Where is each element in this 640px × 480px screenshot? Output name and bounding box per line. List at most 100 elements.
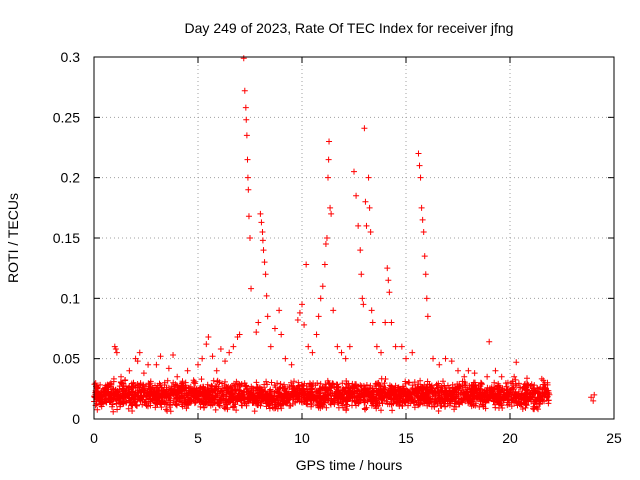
data-point <box>366 204 373 211</box>
chart-title: Day 249 of 2023, Rate Of TEC Index for r… <box>185 20 514 36</box>
data-point <box>590 397 597 404</box>
data-point <box>263 292 270 299</box>
data-point <box>134 358 141 365</box>
data-point <box>288 361 295 368</box>
y-axis-label: ROTI / TECUs <box>5 193 21 283</box>
data-point <box>242 104 249 111</box>
data-point <box>420 228 427 235</box>
data-point <box>498 373 505 380</box>
data-point <box>392 343 399 350</box>
data-point <box>264 313 271 320</box>
data-point <box>222 358 229 365</box>
grid-lines <box>94 57 614 419</box>
data-point <box>165 365 172 372</box>
data-point <box>325 174 331 181</box>
data-point <box>378 349 385 356</box>
data-point <box>525 382 532 389</box>
data-point <box>359 295 366 302</box>
data-point <box>113 349 120 356</box>
data-point <box>126 367 133 374</box>
baseline-noise-band <box>91 375 553 415</box>
data-point <box>97 389 104 396</box>
data-point <box>403 355 409 362</box>
baseline-points <box>91 375 553 415</box>
data-point <box>282 355 289 362</box>
x-axis-label: GPS time / hours <box>296 457 403 473</box>
data-point <box>385 277 392 284</box>
data-point <box>255 319 262 326</box>
data-point <box>373 343 380 350</box>
data-point <box>190 379 197 386</box>
data-point <box>174 373 181 380</box>
data-point <box>358 271 365 278</box>
data-point <box>213 367 220 374</box>
data-point <box>346 343 353 350</box>
data-point <box>423 295 430 302</box>
data-point <box>386 289 393 296</box>
data-point <box>259 228 266 235</box>
data-point <box>321 261 328 268</box>
y-tick-label: 0.3 <box>61 49 81 65</box>
data-point <box>424 313 431 320</box>
data-point <box>455 367 461 374</box>
data-point <box>369 319 376 326</box>
x-tick-label: 10 <box>294 430 310 446</box>
data-point <box>415 150 422 157</box>
data-point <box>419 216 426 223</box>
data-point <box>260 247 267 254</box>
data-point <box>367 228 374 235</box>
data-point <box>203 341 210 348</box>
data-point <box>326 138 333 145</box>
data-point <box>322 241 329 248</box>
data-point <box>230 343 237 350</box>
data-point <box>544 379 551 386</box>
data-point <box>328 210 335 217</box>
data-point <box>511 373 518 380</box>
data-point <box>484 373 491 380</box>
data-point <box>477 379 484 386</box>
data-point <box>351 168 357 175</box>
data-point <box>245 213 252 220</box>
data-point <box>209 353 216 360</box>
data-point <box>122 391 129 398</box>
data-point <box>276 307 283 314</box>
data-point <box>236 331 243 338</box>
data-point <box>101 397 108 404</box>
data-point <box>313 331 320 338</box>
x-tick-label: 0 <box>90 430 98 446</box>
data-point <box>492 367 499 374</box>
data-point <box>422 271 429 278</box>
data-point <box>205 333 212 340</box>
data-point <box>258 219 265 226</box>
data-point <box>136 349 143 356</box>
data-point <box>353 192 360 199</box>
data-point <box>471 370 478 377</box>
data-point <box>226 349 233 356</box>
data-point <box>217 346 224 353</box>
data-point <box>421 253 428 260</box>
data-point <box>591 391 598 398</box>
data-point <box>355 222 362 229</box>
data-point <box>245 186 252 193</box>
data-point <box>436 361 443 368</box>
data-point <box>323 235 330 241</box>
data-point <box>184 367 191 374</box>
data-point <box>248 285 255 292</box>
y-tick-label: 0 <box>72 411 80 427</box>
data-point <box>388 319 395 326</box>
data-point <box>309 349 316 356</box>
data-point <box>365 174 372 181</box>
data-point <box>360 301 367 308</box>
data-point <box>430 355 437 362</box>
data-point <box>299 301 305 308</box>
data-points <box>93 55 598 408</box>
data-point <box>384 265 391 272</box>
data-point <box>327 204 334 211</box>
data-point <box>442 355 449 362</box>
data-point <box>170 352 177 359</box>
data-point <box>315 313 322 320</box>
data-point <box>330 307 337 314</box>
data-point <box>334 343 341 350</box>
y-tick-label: 0.1 <box>61 290 81 306</box>
